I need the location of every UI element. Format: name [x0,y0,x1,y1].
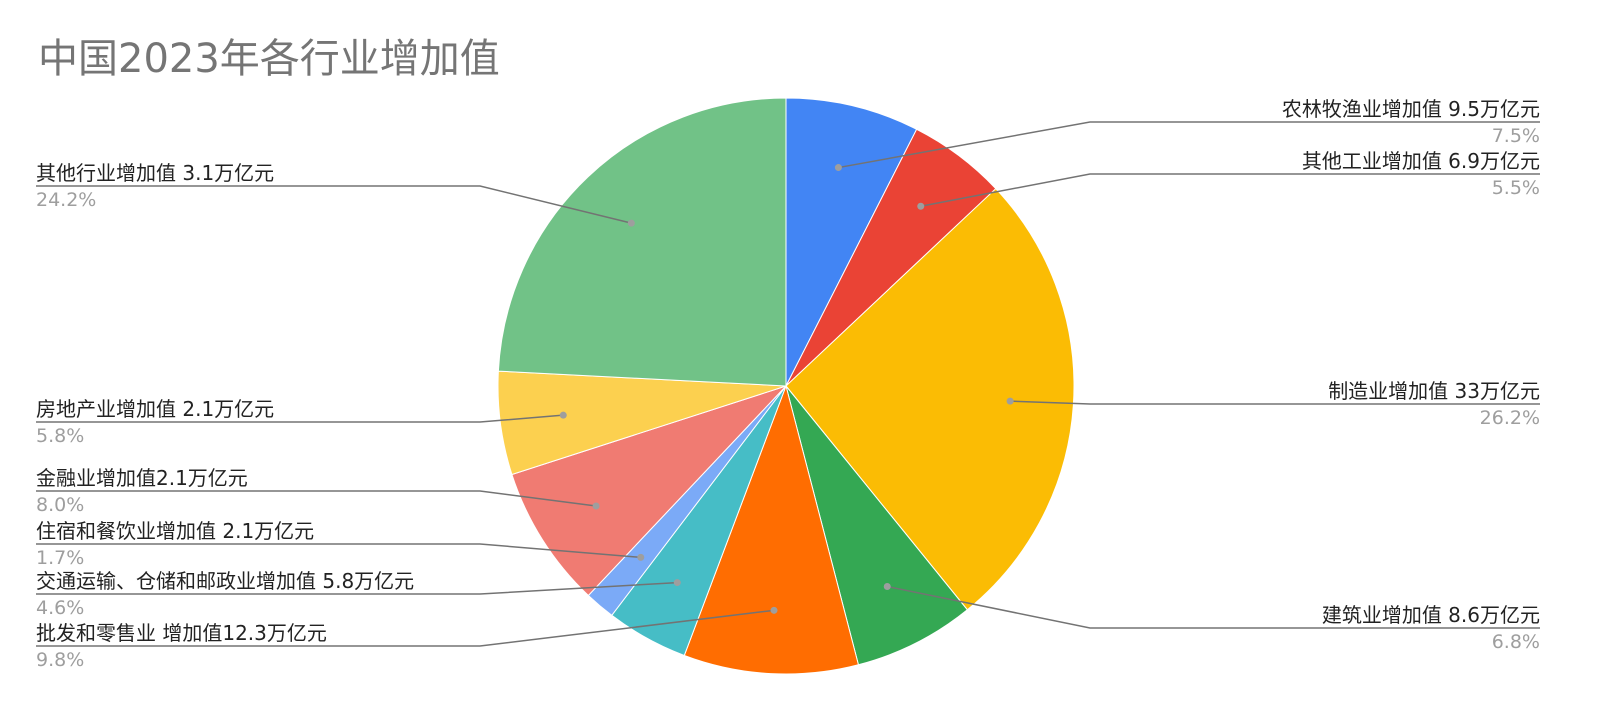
pie-slice [511,385,787,597]
pie-slice [785,385,969,666]
slice-percent-label: 6.8% [1492,631,1540,653]
leader-line [36,414,564,423]
leader-lines [36,121,1540,647]
slice-percent-label: 5.8% [36,425,84,447]
slice-label: 金融业增加值2.1万亿元 [36,466,248,490]
leader-line [36,581,678,595]
leader-dot [917,202,925,210]
leader-line [887,585,1540,629]
slice-percent-label: 26.2% [1480,407,1540,429]
slice-label: 制造业增加值 33万亿元 [1328,379,1540,403]
slice-label: 其他行业增加值 3.1万亿元 [36,161,274,185]
pie-slices [497,97,1075,675]
pie-slice [497,97,787,387]
slice-labels: 农林牧渔业增加值 9.5万亿元 7.5%其他工业增加值 6.9万亿元 5.5% 制造业… [36,97,1540,671]
slice-label: 住宿和餐饮业增加值 2.1万亿元 [36,519,314,543]
slice-percent-label: 7.5% [1492,125,1540,147]
leader-line [36,490,597,507]
pie-slice [785,97,918,387]
leader-dot [637,553,645,561]
leader-line [36,185,632,224]
slice-label: 其他工业增加值 6.9万亿元 [1302,149,1540,173]
chart-title: 中国2023年各行业增加值 [38,36,500,82]
slice-label: 批发和零售业 增加值12.3万亿元 [36,621,327,645]
leader-dot [770,606,778,614]
leader-dot [673,579,681,587]
slice-label: 房地产业增加值 2.1万亿元 [36,397,274,421]
slice-percent-label: 4.6% [36,597,84,619]
leader-line [1010,400,1540,405]
leader-dot [592,502,600,510]
slice-label: 建筑业增加值 8.6万亿元 [1322,603,1540,627]
slice-percent-label: 5.5% [1492,177,1540,199]
leader-line [36,609,775,647]
leader-line [838,121,1540,169]
slice-label: 农林牧渔业增加值 9.5万亿元 [1282,97,1540,121]
leader-dot [1006,397,1014,405]
leader-line [920,173,1540,208]
slice-label: 交通运输、仓储和邮政业增加值 5.8万亿元 [36,569,414,593]
pie-slice [683,384,860,675]
leader-dot [834,164,842,172]
slice-percent-label: 8.0% [36,494,84,516]
leader-dot [559,411,567,419]
pie-slice [785,187,1075,611]
leader-dot [883,583,891,591]
slice-percent-label: 1.7% [36,547,84,569]
leader-dot [627,219,635,227]
slice-percent-label: 24.2% [36,189,96,211]
slice-percent-label: 9.8% [36,649,84,671]
leader-line [36,543,641,559]
